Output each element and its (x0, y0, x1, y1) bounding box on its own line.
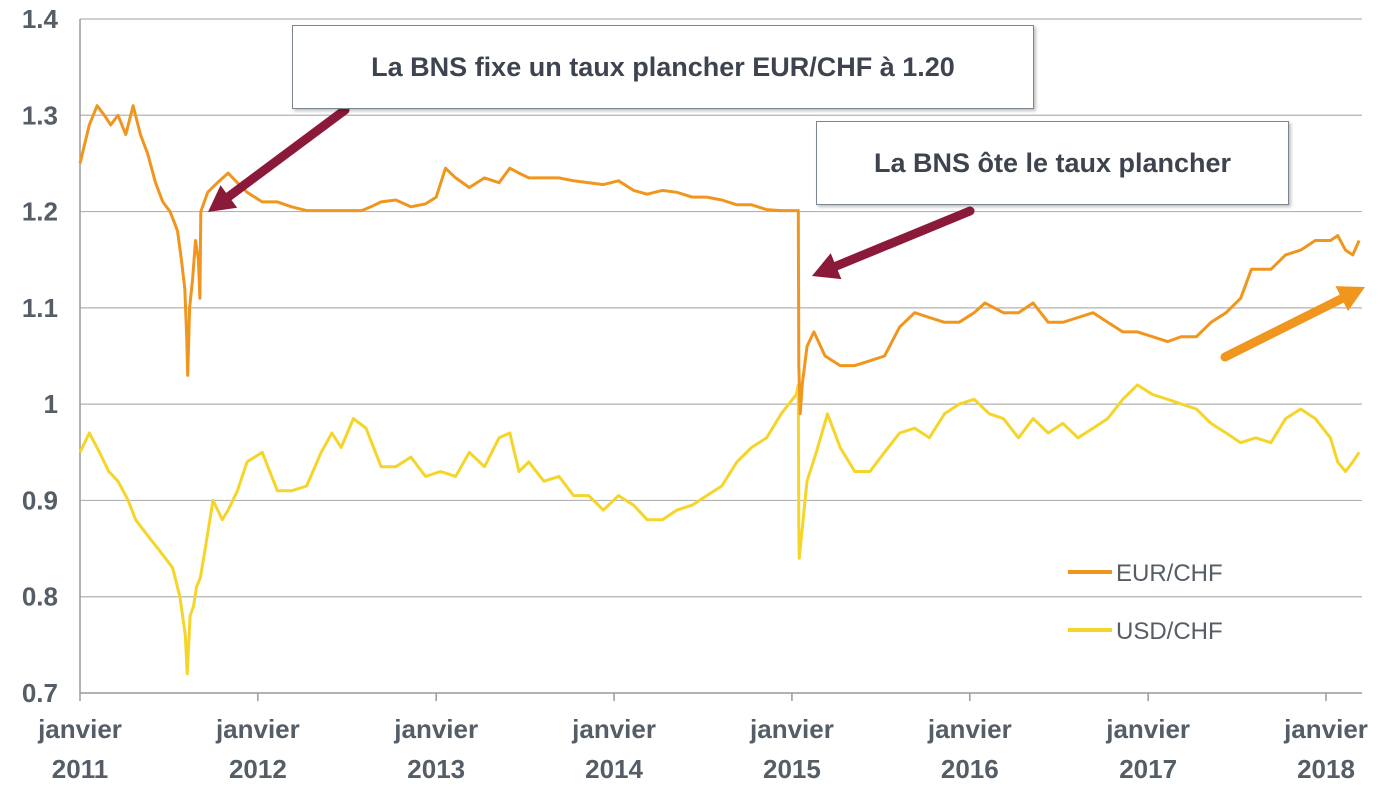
series-line-usd-chf (78, 383, 1361, 676)
x-tick-label-month: janvier (393, 714, 478, 744)
y-tick-label: 0.7 (22, 678, 58, 708)
x-tick-label-month: janvier (37, 714, 122, 744)
x-tick-label-year: 2016 (941, 754, 999, 784)
x-tick-label-month: janvier (927, 714, 1012, 744)
legend: EUR/CHF USD/CHF (1068, 560, 1223, 645)
x-tick-label-month: janvier (1283, 714, 1368, 744)
arrow-floor-set-shaft (224, 105, 350, 201)
series-lines (78, 104, 1361, 676)
y-tick-label: 0.8 (22, 582, 58, 612)
x-tick-label-month: janvier (215, 714, 300, 744)
x-tick-label-year: 2018 (1297, 754, 1355, 784)
y-axis-ticks: 0.7 0.8 0.9 1 1.1 1.2 1.3 1.4 (22, 4, 59, 708)
series-line-eur-chf (78, 104, 1361, 416)
annotation-arrows (208, 105, 1365, 362)
arrow-floor-removed-shaft (831, 206, 975, 271)
y-tick-label: 1.2 (22, 197, 58, 227)
gridlines (80, 18, 1362, 598)
annotation-floor-removed: La BNS ôte le taux plancher (816, 121, 1289, 205)
x-tick-label-year: 2011 (52, 754, 108, 784)
x-tick-label-year: 2012 (229, 754, 287, 784)
x-tick-label-month: janvier (571, 714, 656, 744)
x-tick-label-year: 2015 (763, 754, 821, 784)
y-tick-label: 0.9 (22, 485, 58, 515)
arrow-floor-set-head (208, 185, 238, 212)
arrow-floor-removed-head (812, 253, 842, 280)
x-tick-label-year: 2017 (1119, 754, 1177, 784)
x-tick-label-year: 2013 (407, 754, 465, 784)
legend-label: USD/CHF (1116, 618, 1223, 645)
annotation-floor-set: La BNS fixe un taux plancher EUR/CHF à 1… (292, 25, 1034, 109)
x-tick-label-month: janvier (749, 714, 834, 744)
x-tick-label-year: 2014 (585, 754, 643, 784)
x-axis: janvier 2011 janvier 2012 janvier 2013 janvier… (37, 19, 1368, 784)
arrow-trend-up-shaft (1220, 294, 1347, 362)
y-tick-label: 1 (44, 389, 58, 419)
y-tick-label: 1.1 (22, 293, 58, 323)
x-tick-label-month: janvier (1105, 714, 1190, 744)
y-tick-label: 1.3 (22, 100, 58, 130)
y-tick-label: 1.4 (22, 4, 59, 34)
arrow-trend-up-head (1335, 286, 1365, 312)
legend-label: EUR/CHF (1116, 560, 1223, 587)
